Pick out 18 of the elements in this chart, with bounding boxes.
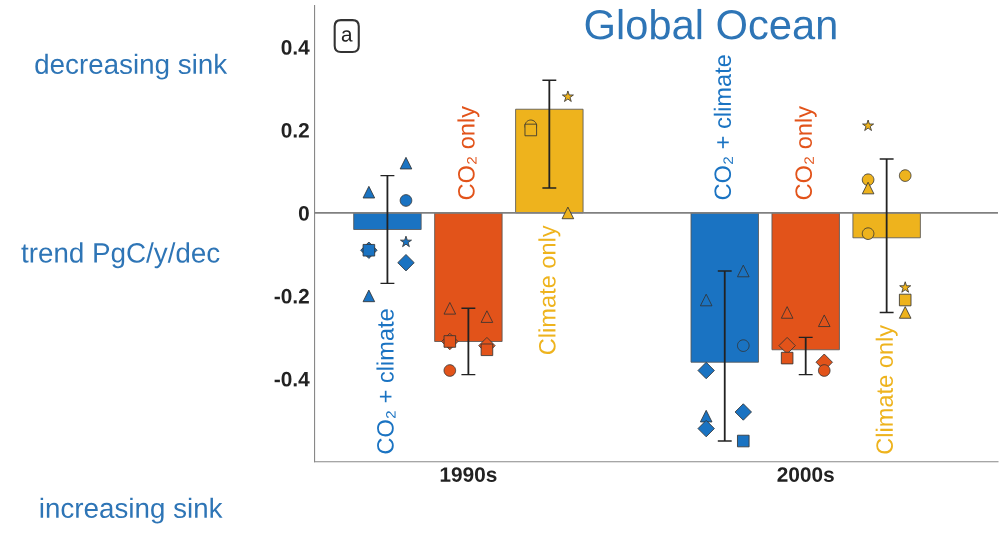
x-tick-label: 1990s [440, 467, 497, 482]
y-axis-title: trend PgC/y/dec [21, 242, 220, 269]
text: CO₂ only [457, 106, 480, 200]
text: Climate only [875, 324, 898, 454]
text: increasing sink [40, 497, 223, 524]
text: decreasing sink [35, 53, 228, 80]
text: CO₂ + climate [376, 309, 396, 454]
y-tick-label: 0.2 [281, 122, 309, 138]
y-tick-label: -0.4 [274, 371, 310, 387]
text: CO₂ only [794, 106, 817, 200]
y-tick-label: 0.4 [281, 40, 310, 55]
annotation: a [341, 30, 353, 42]
y-tick-label: -0.2 [274, 288, 309, 304]
text: Climate only [538, 225, 561, 355]
chart-title: Global Ocean [585, 8, 836, 40]
x-tick-label: 2000s [777, 467, 834, 482]
y-tick-label: 0 [298, 205, 309, 221]
text: CO₂ + climate [713, 55, 733, 200]
